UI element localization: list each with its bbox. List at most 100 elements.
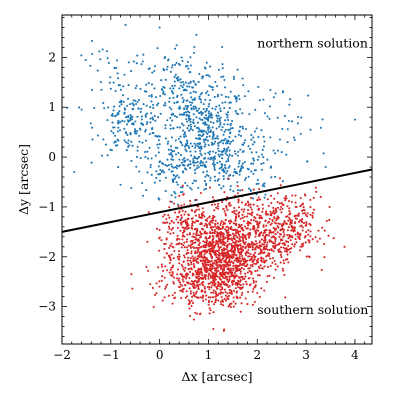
northern-point [205, 114, 208, 117]
southern-point [229, 226, 232, 229]
southern-point [244, 265, 247, 268]
southern-point [239, 272, 242, 275]
southern-point [219, 273, 222, 276]
southern-point [254, 220, 258, 223]
southern-point [299, 232, 302, 235]
northern-point [210, 141, 213, 144]
southern-point [209, 274, 212, 277]
northern-point [237, 133, 240, 136]
southern-point [294, 238, 297, 241]
northern-point [171, 158, 175, 161]
southern-point [200, 217, 203, 220]
northern-point [90, 88, 94, 91]
northern-point [174, 166, 177, 169]
northern-point [124, 108, 127, 111]
northern-point [136, 100, 139, 104]
northern-point [200, 130, 203, 133]
southern-point [317, 229, 320, 232]
southern-point [267, 252, 270, 255]
northern-point [212, 133, 215, 136]
southern-point [241, 189, 244, 192]
northern-point [146, 157, 150, 160]
southern-point [165, 237, 168, 240]
southern-point [211, 255, 214, 259]
northern-point [232, 174, 235, 177]
southern-point [172, 221, 175, 224]
southern-point [197, 273, 200, 276]
southern-point [250, 258, 253, 261]
southern-point [202, 294, 205, 297]
northern-point [222, 133, 225, 136]
northern-point [247, 90, 250, 93]
northern-point [224, 152, 227, 155]
northern-point [184, 135, 187, 138]
northern-point [182, 171, 185, 174]
southern-point [255, 280, 258, 283]
southern-point [269, 223, 272, 226]
southern-point [265, 233, 268, 236]
southern-point [201, 250, 204, 253]
southern-point [163, 213, 166, 216]
southern-point [236, 247, 239, 250]
northern-point [263, 182, 266, 185]
northern-point [229, 131, 232, 134]
southern-point [235, 274, 238, 277]
southern-point [269, 210, 272, 213]
northern-point [140, 115, 143, 118]
southern-point [207, 296, 210, 299]
northern-point [205, 131, 208, 134]
southern-point [239, 239, 242, 242]
northern-point [164, 127, 167, 130]
southern-point [217, 245, 220, 248]
southern-point [256, 223, 259, 226]
southern-point [261, 203, 264, 206]
southern-point [273, 197, 276, 200]
southern-point [205, 237, 208, 240]
northern-point [93, 106, 96, 110]
southern-point [203, 261, 207, 264]
southern-point [232, 289, 236, 292]
northern-point [233, 150, 236, 153]
southern-point [204, 277, 207, 280]
southern-point [216, 261, 219, 264]
northern-point [197, 111, 201, 115]
southern-point [152, 305, 155, 309]
southern-point [184, 221, 187, 224]
northern-point [80, 108, 83, 111]
southern-point [282, 231, 285, 234]
northern-point [174, 73, 177, 76]
northern-point [269, 136, 272, 139]
southern-point [261, 217, 264, 220]
northern-point [134, 99, 137, 102]
southern-point [239, 287, 242, 291]
northern-point [173, 80, 176, 83]
southern-point [241, 228, 244, 231]
southern-point [183, 269, 186, 272]
northern-point [149, 106, 152, 109]
northern-point [169, 127, 172, 130]
southern-point [260, 238, 264, 241]
northern-point [157, 197, 160, 200]
southern-point [279, 246, 283, 249]
southern-point [158, 228, 161, 232]
southern-point [271, 257, 274, 260]
southern-point [194, 311, 197, 314]
southern-point [196, 220, 199, 223]
southern-point [252, 225, 255, 228]
northern-point [208, 110, 211, 113]
southern-point [272, 276, 276, 279]
northern-point [241, 77, 244, 80]
southern-point [197, 205, 200, 208]
northern-point [169, 116, 172, 119]
southern-point [182, 280, 185, 283]
southern-point [297, 212, 300, 215]
southern-point [219, 246, 222, 249]
southern-point [177, 250, 180, 253]
southern-point [257, 208, 260, 211]
southern-point [222, 256, 225, 259]
southern-point [175, 218, 178, 221]
northern-point [197, 134, 200, 137]
southern-point [320, 268, 323, 272]
northern-point [166, 65, 169, 68]
northern-point [213, 95, 216, 98]
